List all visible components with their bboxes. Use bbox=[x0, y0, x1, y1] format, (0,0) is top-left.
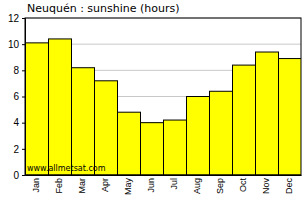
bar bbox=[95, 81, 118, 175]
bar bbox=[26, 43, 49, 175]
chart: 0 2 4 6 8 10 12 Jan Feb Mar Apr May Jun Jul Aug Sep Oct N… bbox=[0, 0, 306, 200]
x-axis-line bbox=[26, 175, 302, 176]
title: Neuquén : sunshine (hours) bbox=[27, 2, 180, 15]
x-tick: Jan bbox=[31, 175, 41, 193]
bar bbox=[256, 52, 279, 175]
x-tick: Dec bbox=[284, 175, 294, 194]
y-tick-mark bbox=[22, 175, 25, 176]
plot: 0 2 4 6 8 10 12 Jan Feb Mar Apr May Jun Jul Aug Sep Oct N… bbox=[8, 13, 302, 195]
x-tick: Oct bbox=[238, 175, 248, 192]
y-tick-mark bbox=[22, 44, 25, 45]
x-tick-label: Apr bbox=[100, 178, 110, 192]
y-tick-mark bbox=[22, 70, 25, 71]
x-tick-label: Jan bbox=[31, 178, 41, 193]
y-tick: 8 bbox=[13, 65, 25, 76]
y-tick: 4 bbox=[13, 117, 25, 128]
bar bbox=[187, 97, 210, 176]
x-tick: Jun bbox=[146, 175, 156, 193]
grid bbox=[25, 18, 301, 175]
x-tick-label: Jun bbox=[146, 178, 156, 193]
y-tick-mark bbox=[22, 123, 25, 124]
x-tick-label: Jul bbox=[169, 178, 179, 190]
x-tick: May bbox=[123, 175, 133, 195]
bar bbox=[279, 59, 302, 175]
y-tick-mark bbox=[22, 97, 25, 98]
x-tick-label: Nov bbox=[261, 178, 271, 195]
x-tick-label: May bbox=[123, 178, 133, 196]
x-tick: Aug bbox=[192, 175, 202, 194]
y-axis: 0 2 4 6 8 10 12 bbox=[8, 13, 26, 181]
x-axis: Jan Feb Mar Apr May Jun Jul Aug Sep Oct Nov Dec bbox=[26, 175, 302, 195]
plot-frame bbox=[25, 18, 301, 175]
y-tick: 2 bbox=[13, 144, 25, 155]
x-tick: Jul bbox=[169, 175, 179, 190]
y-tick-label: 6 bbox=[13, 91, 19, 102]
bar bbox=[210, 91, 233, 175]
x-tick-label: Sep bbox=[215, 178, 225, 194]
x-tick: Sep bbox=[215, 175, 225, 194]
bar bbox=[141, 123, 164, 175]
y-axis-line bbox=[22, 19, 26, 176]
y-tick-mark bbox=[22, 149, 25, 150]
y-tick: 10 bbox=[8, 39, 25, 50]
x-tick: Apr bbox=[100, 175, 110, 192]
bar bbox=[72, 68, 95, 175]
x-tick: Nov bbox=[261, 175, 271, 194]
y-tick: 12 bbox=[8, 13, 25, 24]
y-tick-label: 2 bbox=[13, 144, 19, 155]
x-tick-label: Mar bbox=[77, 178, 87, 194]
y-tick-label: 4 bbox=[13, 117, 19, 128]
bar bbox=[118, 112, 141, 175]
x-tick-label: Dec bbox=[284, 178, 294, 195]
y-tick-label: 10 bbox=[8, 39, 20, 50]
x-tick: Feb bbox=[54, 175, 64, 194]
x-tick-label: Oct bbox=[238, 178, 248, 193]
bar bbox=[164, 120, 187, 175]
y-tick-mark bbox=[22, 18, 25, 19]
y-tick-label: 12 bbox=[8, 13, 20, 24]
x-tick: Mar bbox=[77, 175, 87, 194]
annotation: www.allmetsat.com bbox=[27, 164, 106, 173]
y-tick: 0 bbox=[13, 170, 25, 181]
y-tick-label: 0 bbox=[13, 170, 19, 181]
y-tick: 6 bbox=[13, 91, 25, 102]
x-tick-label: Aug bbox=[192, 178, 202, 194]
bars bbox=[26, 39, 302, 175]
x-tick-label: Feb bbox=[54, 178, 64, 194]
y-tick-label: 8 bbox=[13, 65, 19, 76]
bar bbox=[49, 39, 72, 175]
bar bbox=[233, 65, 256, 175]
